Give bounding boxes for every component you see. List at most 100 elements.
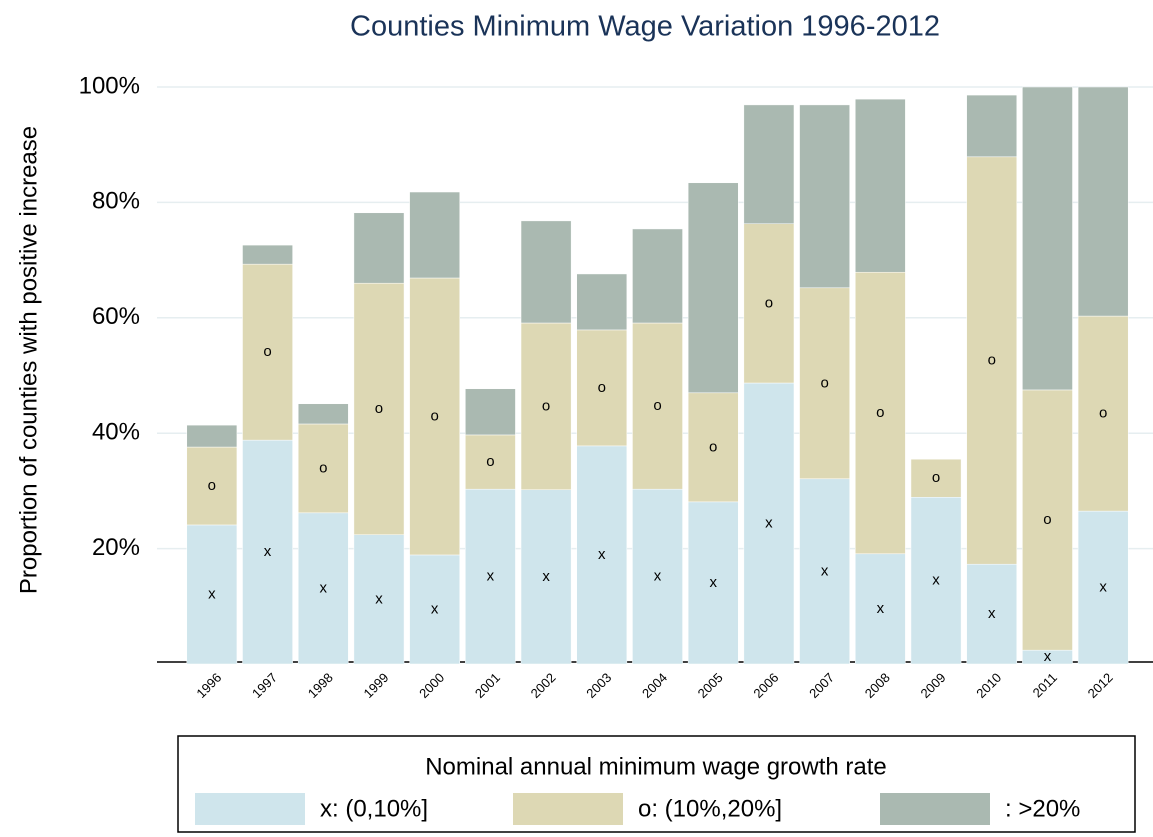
- bar-segment: [799, 478, 850, 665]
- legend-label: o: (10%,20%]: [638, 795, 782, 822]
- segment-marker: o: [932, 469, 940, 486]
- segment-marker: o: [375, 400, 383, 417]
- bar-segment: [1022, 86, 1073, 391]
- segment-marker: o: [765, 294, 773, 311]
- segment-marker: x: [877, 600, 885, 617]
- bar-segment: [465, 434, 516, 490]
- x-tick-label: 2008: [862, 670, 893, 701]
- segment-marker: o: [486, 453, 494, 470]
- bar-segment: [409, 554, 460, 665]
- bar-segment: [242, 263, 293, 441]
- bar-segment: [297, 512, 349, 665]
- bar-segment: [186, 446, 238, 526]
- legend-swatch: [880, 793, 990, 825]
- legend-title: Nominal annual minimum wage growth rate: [425, 753, 887, 780]
- y-axis-label: Proportion of counties with positive inc…: [15, 126, 42, 594]
- bar-segment: [855, 553, 906, 665]
- segment-marker: o: [542, 397, 550, 414]
- segment-marker: x: [487, 568, 495, 585]
- bar-segment: [520, 220, 572, 324]
- bar-segment: [409, 191, 460, 279]
- bar-segment: [966, 94, 1018, 158]
- legend-label: x: (0,10%]: [320, 795, 428, 822]
- x-tick-label: 1998: [305, 670, 336, 701]
- segment-marker: x: [542, 568, 550, 585]
- bar-segment: [687, 392, 739, 503]
- bar-segment: [297, 403, 349, 425]
- segment-marker: x: [1099, 579, 1107, 596]
- segment-marker: o: [319, 459, 327, 476]
- x-tick-label: 2002: [528, 670, 559, 701]
- bar-segment: [1077, 86, 1129, 317]
- bar-segment: [910, 458, 962, 498]
- bar-segment: [409, 277, 460, 556]
- y-tick-label: 80%: [92, 188, 140, 215]
- legend-label: : >20%: [1005, 795, 1080, 822]
- bar-segment: [687, 501, 739, 665]
- bar-segment: [799, 104, 850, 289]
- x-tick-label: 2001: [472, 670, 503, 701]
- x-tick-label: 2004: [639, 670, 670, 701]
- legend-box: [177, 735, 1136, 833]
- bar-segment: [465, 388, 516, 436]
- x-tick-label: 2010: [973, 670, 1004, 701]
- segment-marker: x: [320, 579, 328, 596]
- segment-marker: o: [431, 407, 439, 424]
- y-tick-label: 40%: [92, 419, 140, 446]
- segment-marker: x: [375, 590, 383, 607]
- bar-segment: [743, 104, 795, 224]
- segment-marker: o: [208, 477, 216, 494]
- bar-segment: [465, 488, 516, 665]
- segment-marker: o: [598, 379, 606, 396]
- y-tick-label: 100%: [79, 72, 140, 99]
- x-tick-label: 2012: [1085, 670, 1116, 701]
- bar-segment: [520, 489, 572, 665]
- bar-segment: [743, 382, 795, 665]
- bar-segment: [576, 273, 628, 331]
- segment-marker: x: [208, 585, 216, 602]
- bar-segment: [297, 423, 349, 514]
- segment-marker: x: [821, 562, 829, 579]
- x-tick-label: 2005: [695, 670, 726, 701]
- x-tick-label: 2007: [806, 670, 837, 701]
- bar-segment: [576, 329, 628, 447]
- segment-marker: x: [988, 605, 996, 622]
- segment-marker: x: [431, 600, 439, 617]
- legend-swatch: [513, 793, 623, 825]
- segment-marker: o: [988, 351, 996, 368]
- bar-segment: [799, 287, 850, 480]
- segment-marker: x: [264, 543, 272, 560]
- segment-marker: x: [709, 574, 717, 591]
- segment-marker: x: [598, 546, 606, 563]
- segment-marker: o: [820, 374, 828, 391]
- x-tick-label: 2006: [750, 670, 781, 701]
- bar-segment: [576, 445, 628, 665]
- bar-segment: [353, 282, 405, 536]
- segment-marker: o: [653, 397, 661, 414]
- segment-marker: o: [876, 404, 884, 421]
- bar-segment: [855, 98, 906, 273]
- legend-swatch: [195, 793, 305, 825]
- bar-segment: [910, 496, 962, 665]
- bar-segment: [687, 182, 739, 394]
- bar-segment: [242, 439, 293, 665]
- y-tick-label: 60%: [92, 303, 140, 330]
- x-tick-label: 1996: [193, 670, 224, 701]
- bar-segment: [353, 534, 405, 665]
- x-tick-label: 2003: [583, 670, 614, 701]
- segment-marker: o: [709, 438, 717, 455]
- segment-marker: x: [932, 572, 940, 589]
- segment-marker: x: [654, 568, 662, 585]
- bar-segment: [186, 424, 238, 448]
- y-tick-label: 20%: [92, 534, 140, 561]
- x-tick-label: 2009: [918, 670, 949, 701]
- bar-segment: [743, 223, 795, 384]
- segment-marker: o: [1043, 511, 1051, 528]
- segment-marker: x: [765, 514, 773, 531]
- bar-segment: [242, 244, 293, 265]
- bar-segment: [520, 322, 572, 490]
- segment-marker: x: [1044, 648, 1052, 665]
- x-tick-label: 1999: [360, 670, 391, 701]
- bar-segment: [353, 212, 405, 284]
